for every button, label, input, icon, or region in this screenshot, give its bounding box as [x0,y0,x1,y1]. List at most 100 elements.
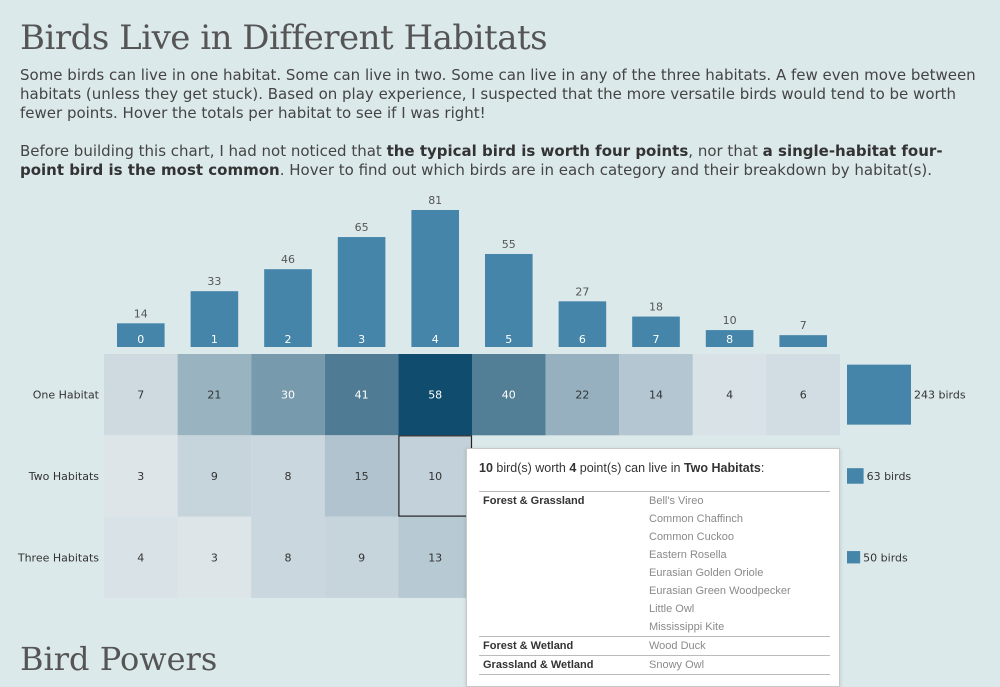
tooltip-group-label: Grassland & Wetland [483,659,594,671]
heatmap-cell[interactable] [324,354,399,436]
tooltip-count: 10 [479,461,493,475]
tooltip-bird-list: Bell's Vireo Common Chaffinch Common Cucko… [649,492,830,636]
tooltip-bird-name: Eurasian Golden Oriole [649,567,764,579]
points-bar[interactable] [558,301,607,347]
points-bar[interactable] [705,330,754,347]
intro-p2-part-c: , nor that [688,142,763,160]
habitat-total-bar[interactable] [847,364,911,425]
heatmap-cell-value: 15 [355,470,369,483]
tooltip-habitat-group: Grassland & Wetland Snowy Owl [479,656,830,675]
heatmap-cell[interactable] [251,354,325,436]
heatmap-cell[interactable] [545,354,620,436]
heatmap-cell-value: 8 [285,470,292,483]
points-bar-total-label: 14 [134,307,148,320]
heatmap-cell[interactable] [251,516,325,598]
points-bar[interactable] [779,335,827,347]
points-bar[interactable] [190,291,239,347]
tooltip-bird-name: Common Chaffinch [649,513,743,525]
points-value-label: 0 [137,333,144,346]
heatmap-cell[interactable] [398,516,472,598]
heatmap-cell[interactable] [104,516,178,598]
habitat-row-label: Three Habitats [17,551,99,564]
heatmap-cell[interactable] [177,435,252,517]
points-value-label: 2 [285,333,292,346]
tooltip-header: 10 bird(s) worth 4 point(s) can live in … [479,461,764,475]
intro-p2-emphasis-2: a single-habitat four-point bird is the … [20,142,943,179]
tooltip-bird-name: Bell's Vireo [649,495,704,507]
tooltip-points: 4 [569,461,577,475]
heatmap-cell[interactable] [104,435,178,517]
heatmap-cell-value: 4 [137,551,144,564]
heatmap-cell-value: 4 [726,389,733,402]
tooltip-group-label: Forest & Wetland [483,640,574,652]
points-value-label: 6 [579,333,586,346]
heatmap-cell-value: 58 [428,389,442,402]
tooltip-bird-name: Snowy Owl [649,659,705,671]
heatmap-cell[interactable] [619,354,693,436]
tooltip-bird-table: Forest & Grassland Bell's Vireo Common Cha… [479,491,830,675]
tooltip-text-3: : [760,461,765,475]
habitat-total-label: 243 birds [914,389,966,402]
points-value-label: 4 [432,333,439,346]
heatmap-cell[interactable] [398,354,472,436]
tooltip-bird-name: Wood Duck [649,640,706,652]
heatmap-cell[interactable] [692,354,767,436]
points-bar-total-label: 18 [649,301,663,314]
heatmap-cell-value: 3 [211,551,218,564]
tooltip-habitat: Two Habitats [683,461,761,475]
heatmap-cell-value: 7 [137,389,144,402]
tooltip-bird-name: Common Cuckoo [649,531,734,543]
heatmap-cell[interactable] [251,435,325,517]
tooltip-text-2: point(s) can live in [576,461,684,475]
points-bar-total-label: 55 [502,238,516,251]
points-value-label: 1 [211,333,218,346]
points-bar-total-label: 81 [428,194,442,207]
heatmap-cell-value: 6 [800,389,807,402]
heatmap-cell[interactable] [324,435,399,517]
intro-p2-emphasis-1: the typical bird is worth four points [386,142,689,160]
heatmap-cell-value: 30 [281,389,295,402]
tooltip-bird-name: Eastern Rosella [649,549,727,561]
points-bar[interactable] [411,210,459,347]
intro-p2-part-a: Before building this chart, I had not no… [20,142,387,160]
heatmap-cell[interactable] [472,354,546,436]
tooltip-habitat-group: Forest & Wetland Wood Duck [479,637,830,656]
tooltip-bird-list: Snowy Owl [649,656,830,674]
habitat-row-label: Two Habitats [28,470,100,483]
habitat-total-label: 63 birds [867,470,912,483]
points-bar[interactable] [337,237,386,347]
habitat-total-bar[interactable] [847,551,861,564]
habitat-total-label: 50 birds [863,551,908,564]
intro-paragraph-1: Some birds can live in one habitat. Some… [20,66,976,122]
heatmap-cell[interactable] [766,354,840,436]
habitat-total-bar[interactable] [847,468,864,484]
heatmap-cell[interactable] [177,354,252,436]
heatmap-cell-value: 9 [211,470,218,483]
points-value-label: 5 [505,333,512,346]
tooltip-text-1: bird(s) worth [492,461,570,475]
heatmap-cell-value: 40 [502,389,516,402]
heatmap-cell[interactable] [177,516,252,598]
heatmap-cell-value: 41 [355,389,369,402]
tooltip-bird-name: Little Owl [649,603,695,615]
points-bar-total-label: 10 [723,314,737,327]
cell-tooltip: 10 bird(s) worth 4 point(s) can live in … [466,448,840,687]
points-bar[interactable] [632,316,680,347]
points-bar-total-label: 46 [281,253,295,266]
heatmap-cell[interactable] [324,516,399,598]
heatmap-cell-value: 9 [358,551,365,564]
points-bar[interactable] [264,269,312,347]
heatmap-cell-value: 13 [428,551,442,564]
heatmap-cell-value: 3 [137,470,144,483]
heatmap-cell-value: 14 [649,389,663,402]
habitat-row-label: One Habitat [33,389,100,402]
heatmap-cell[interactable] [104,354,178,436]
points-bar[interactable] [117,323,165,347]
heatmap-cell-value: 10 [428,470,442,483]
points-bar-total-label: 7 [800,319,807,332]
tooltip-bird-name: Eurasian Green Woodpecker [649,585,791,597]
tooltip-bird-list: Wood Duck [649,637,830,655]
heatmap-cell-value: 22 [575,389,589,402]
heatmap-cell[interactable] [398,435,472,517]
points-bar[interactable] [485,253,533,347]
